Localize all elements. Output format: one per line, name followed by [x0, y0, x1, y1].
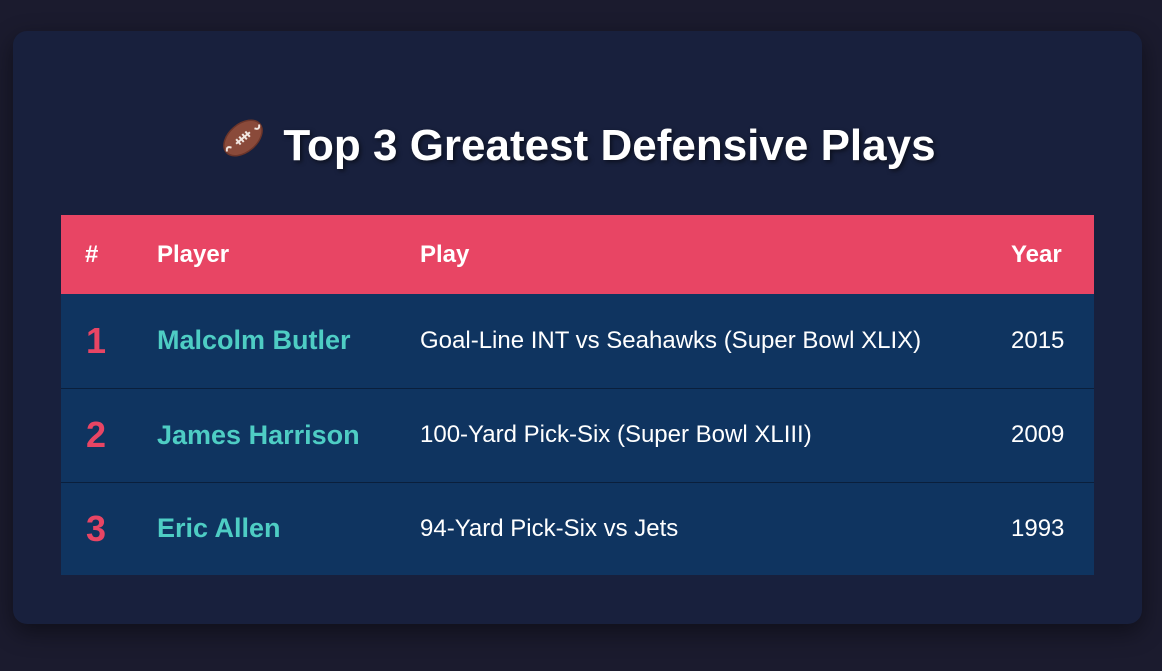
table-header-row: # Player Play Year	[61, 215, 1094, 294]
column-header-year: Year	[1011, 240, 1062, 268]
column-header-player: Player	[157, 240, 230, 268]
plays-table: # Player Play Year 1 Malcolm Butler Goal…	[61, 215, 1094, 575]
page-title-text: Top 3 Greatest Defensive Plays	[283, 121, 936, 170]
year-cell: 1993	[1011, 514, 1065, 542]
year-cell: 2015	[1011, 326, 1065, 354]
player-cell: Eric Allen	[157, 513, 281, 544]
player-cell: James Harrison	[157, 419, 360, 450]
table-row: 3 Eric Allen 94-Yard Pick-Six vs Jets 19…	[61, 482, 1094, 575]
table-row: 1 Malcolm Butler Goal-Line INT vs Seahaw…	[61, 294, 1094, 388]
football-icon	[219, 114, 267, 177]
table-row: 2 James Harrison 100-Yard Pick-Six (Supe…	[61, 388, 1094, 482]
play-cell: 94-Yard Pick-Six vs Jets	[420, 514, 679, 542]
column-header-rank: #	[85, 240, 99, 268]
player-cell: Malcolm Butler	[157, 325, 351, 356]
play-cell: 100-Yard Pick-Six (Super Bowl XLIII)	[420, 421, 812, 448]
rank-cell: 2	[86, 414, 107, 455]
card: Top 3 Greatest Defensive Plays # Player …	[13, 31, 1142, 624]
page-title: Top 3 Greatest Defensive Plays	[13, 117, 1142, 177]
play-cell: Goal-Line INT vs Seahawks (Super Bowl XL…	[420, 326, 922, 354]
rank-cell: 3	[86, 507, 107, 549]
rank-cell: 1	[86, 319, 107, 361]
year-cell: 2009	[1011, 421, 1065, 448]
column-header-play: Play	[420, 240, 470, 268]
